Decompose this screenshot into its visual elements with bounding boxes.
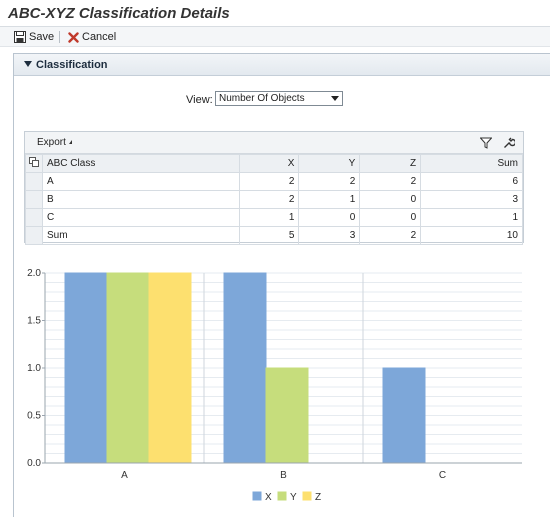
title-bar: ABC-XYZ Classification Details: [0, 0, 550, 27]
table-row[interactable]: A 2 2 2 6: [25, 172, 523, 191]
bar-x-b[interactable]: [223, 272, 267, 464]
cell-z: 2: [359, 172, 422, 191]
cell-x: 5: [238, 226, 300, 245]
filter-icon[interactable]: [480, 137, 492, 149]
export-menu-icon: [68, 140, 72, 145]
classification-table: Export ABC Class X Y Z Sum: [24, 131, 524, 245]
chart-svg: A B C 0.0 0.5 1.0 1.5 2.0 X Y Z: [27, 268, 522, 503]
row-selector[interactable]: [25, 208, 43, 227]
cell-sum: 6: [420, 172, 523, 191]
x-tick-label: C: [439, 470, 446, 481]
row-selector[interactable]: [25, 226, 43, 245]
column-header-sum[interactable]: Sum: [420, 154, 523, 173]
export-label: Export: [37, 137, 66, 148]
bar-chart: A B C 0.0 0.5 1.0 1.5 2.0 X Y Z: [22, 263, 527, 513]
row-selector[interactable]: [25, 190, 43, 209]
cell-x: 1: [238, 208, 300, 227]
legend-swatch-z: [302, 491, 312, 501]
cell-abc-class: C: [41, 208, 240, 227]
bar-y-b[interactable]: [265, 367, 309, 464]
cancel-button[interactable]: Cancel: [68, 29, 116, 45]
cell-y: 2: [298, 172, 361, 191]
view-select[interactable]: Number Of Objects: [215, 91, 343, 106]
bar-z-a[interactable]: [148, 272, 192, 464]
y-tick-label: 1.5: [27, 316, 41, 327]
bar-x-a[interactable]: [64, 272, 108, 464]
view-label: View:: [186, 94, 213, 106]
page-title: ABC-XYZ Classification Details: [8, 5, 230, 22]
toolbar: Save Cancel: [0, 27, 550, 47]
toolbar-separator: [59, 31, 60, 43]
table-row[interactable]: B 2 1 0 3: [25, 190, 523, 209]
cell-z: 2: [359, 226, 422, 245]
wrench-icon[interactable]: [503, 137, 515, 149]
y-tick-label: 2.0: [27, 268, 41, 279]
chevron-down-icon[interactable]: [331, 96, 339, 101]
cell-x: 2: [238, 190, 300, 209]
cell-abc-class: B: [41, 190, 240, 209]
panel-header[interactable]: Classification: [14, 54, 550, 76]
legend-label-z: Z: [315, 492, 321, 503]
cell-x: 2: [238, 172, 300, 191]
y-tick-label: 0.0: [27, 458, 41, 469]
column-header-abc-class[interactable]: ABC Class: [41, 154, 240, 173]
legend-label-x: X: [265, 492, 272, 503]
cancel-icon: [68, 31, 79, 43]
select-all-icon: [28, 157, 39, 167]
cell-z: 0: [359, 190, 422, 209]
column-header-y[interactable]: Y: [298, 154, 361, 173]
header-row: ABC Class X Y Z Sum: [25, 154, 523, 173]
legend-label-y: Y: [290, 492, 297, 503]
table-row[interactable]: Sum 5 3 2 10: [25, 226, 523, 245]
x-tick-label: B: [280, 470, 287, 481]
cell-abc-class: Sum: [41, 226, 240, 245]
legend-swatch-x: [252, 491, 262, 501]
cell-abc-class: A: [41, 172, 240, 191]
legend-swatch-y: [277, 491, 287, 501]
cell-y: 0: [298, 208, 361, 227]
cancel-label: Cancel: [82, 31, 117, 43]
view-select-value: Number Of Objects: [219, 93, 305, 104]
row-selector[interactable]: [25, 172, 43, 191]
y-tick-label: 1.0: [27, 363, 41, 374]
bar-y-a[interactable]: [106, 272, 150, 464]
panel-title: Classification: [36, 59, 108, 71]
cell-sum: 1: [420, 208, 523, 227]
cell-z: 0: [359, 208, 422, 227]
cell-y: 1: [298, 190, 361, 209]
cell-sum: 10: [420, 226, 523, 245]
y-tick-label: 0.5: [27, 411, 41, 422]
cell-y: 3: [298, 226, 361, 245]
export-button[interactable]: Export: [37, 137, 72, 148]
bar-x-c[interactable]: [382, 367, 426, 464]
data-grid: ABC Class X Y Z Sum A 2 2 2 6 B 2 1 0: [25, 154, 523, 245]
collapse-arrow-icon[interactable]: [24, 61, 32, 67]
column-header-z[interactable]: Z: [359, 154, 422, 173]
table-toolbar: Export: [25, 132, 523, 154]
save-label: Save: [29, 31, 55, 43]
column-header-x[interactable]: X: [238, 154, 300, 173]
table-row[interactable]: C 1 0 0 1: [25, 208, 523, 227]
x-tick-label: A: [121, 470, 128, 481]
select-all-cell[interactable]: [25, 154, 43, 173]
cell-sum: 3: [420, 190, 523, 209]
save-icon: [14, 31, 26, 43]
save-button[interactable]: Save: [14, 29, 54, 45]
